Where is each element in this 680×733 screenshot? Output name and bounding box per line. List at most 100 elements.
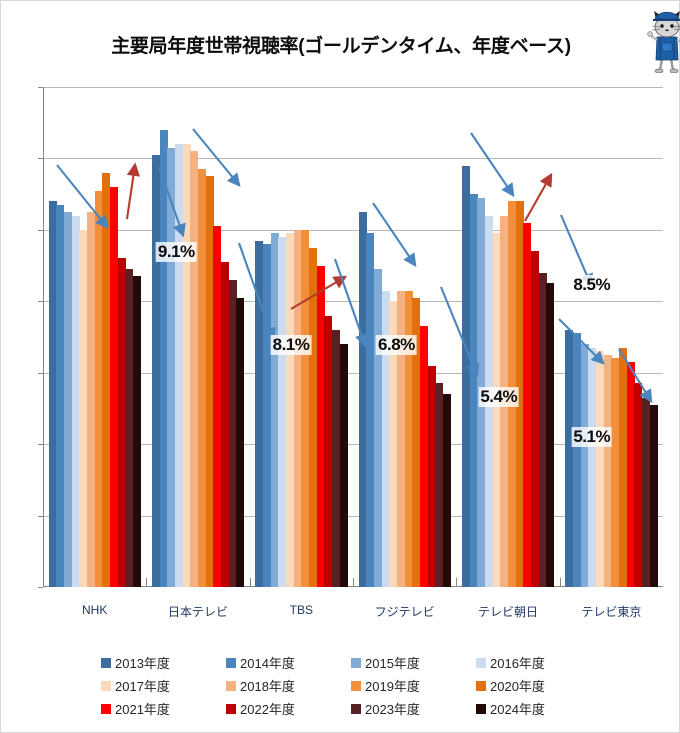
- bar[interactable]: [255, 240, 264, 587]
- bar[interactable]: [523, 222, 532, 587]
- bar[interactable]: [618, 347, 628, 587]
- annotation-value-label: 5.1%: [571, 427, 613, 447]
- gridline: [43, 372, 663, 374]
- bar[interactable]: [641, 397, 651, 587]
- legend-item[interactable]: 2020年度: [476, 676, 601, 695]
- bar[interactable]: [117, 258, 126, 587]
- bar[interactable]: [285, 233, 295, 587]
- bar[interactable]: [102, 172, 111, 587]
- annotation-value-label: 8.1%: [270, 334, 312, 355]
- bar[interactable]: [56, 204, 65, 587]
- bar[interactable]: [397, 290, 406, 587]
- bar[interactable]: [331, 329, 341, 587]
- bar[interactable]: [530, 251, 540, 587]
- legend-item[interactable]: 2023年度: [351, 699, 476, 718]
- bar[interactable]: [71, 215, 80, 587]
- bar-group: [43, 87, 146, 587]
- bar[interactable]: [293, 229, 302, 587]
- legend-item[interactable]: 2014年度: [226, 653, 351, 672]
- legend-item-label: 2024年度: [490, 702, 545, 717]
- x-axis-group-separator: [353, 578, 354, 587]
- bar[interactable]: [381, 290, 390, 587]
- bar[interactable]: [152, 154, 161, 587]
- bar[interactable]: [435, 383, 444, 587]
- bar[interactable]: [197, 169, 207, 587]
- bar[interactable]: [358, 212, 367, 587]
- bar[interactable]: [404, 290, 413, 587]
- bar[interactable]: [109, 187, 119, 587]
- bar[interactable]: [649, 404, 658, 587]
- legend: 2013年度 2014年度 2015年度 2016年度 2017年度 2018年度 2019…: [101, 651, 601, 721]
- page-title: 主要局年度世帯視聴率(ゴールデンタイム、年度ベース): [111, 35, 571, 57]
- bar[interactable]: [220, 262, 230, 587]
- legend-item[interactable]: 2018年度: [226, 676, 351, 695]
- bar[interactable]: [182, 144, 191, 587]
- legend-item[interactable]: 2021年度: [101, 699, 226, 718]
- y-axis-tick-mark: [38, 301, 43, 303]
- bar[interactable]: [626, 362, 635, 587]
- bar[interactable]: [159, 129, 168, 587]
- x-axis-category-label: テレビ東京: [581, 605, 642, 619]
- bar[interactable]: [565, 329, 574, 587]
- bar[interactable]: [301, 229, 310, 587]
- bar[interactable]: [48, 201, 57, 587]
- bar[interactable]: [366, 233, 375, 587]
- x-axis-group-separator: [249, 578, 251, 587]
- bar[interactable]: [205, 176, 214, 587]
- legend-item[interactable]: 2016年度: [476, 653, 601, 672]
- bar[interactable]: [175, 144, 184, 587]
- bar[interactable]: [412, 297, 421, 587]
- bar[interactable]: [228, 279, 237, 587]
- bar[interactable]: [278, 237, 287, 587]
- bar[interactable]: [94, 190, 103, 587]
- bar[interactable]: [64, 212, 73, 587]
- bar[interactable]: [263, 244, 272, 587]
- x-axis-category-label: フジテレビ: [374, 605, 435, 619]
- bar[interactable]: [538, 272, 547, 587]
- bar[interactable]: [634, 383, 643, 587]
- bar[interactable]: [546, 283, 555, 587]
- bar[interactable]: [427, 365, 436, 587]
- legend-item[interactable]: 2022年度: [226, 699, 351, 718]
- bar[interactable]: [87, 212, 96, 587]
- legend-item[interactable]: 2015年度: [351, 653, 476, 672]
- bar[interactable]: [316, 265, 325, 587]
- bar[interactable]: [580, 344, 589, 587]
- bar[interactable]: [125, 269, 134, 587]
- legend-item-label: 2018年度: [240, 679, 295, 694]
- bar[interactable]: [389, 301, 398, 587]
- gridline: [43, 158, 663, 160]
- bar[interactable]: [79, 229, 88, 587]
- bar[interactable]: [573, 333, 582, 587]
- legend-item[interactable]: 2024年度: [476, 699, 601, 718]
- bar[interactable]: [595, 351, 605, 587]
- legend-item-label: 2019年度: [365, 679, 420, 694]
- bar[interactable]: [462, 165, 471, 587]
- bar[interactable]: [469, 194, 478, 587]
- x-axis-group-separator: [146, 578, 148, 587]
- bar[interactable]: [603, 354, 612, 587]
- x-axis-group-separator: [456, 578, 458, 587]
- legend-item[interactable]: 2019年度: [351, 676, 476, 695]
- bar-group: [146, 87, 249, 587]
- bar[interactable]: [324, 315, 333, 587]
- bar[interactable]: [339, 344, 348, 587]
- bar[interactable]: [132, 276, 142, 587]
- bar[interactable]: [374, 269, 383, 587]
- bar[interactable]: [270, 233, 279, 587]
- bar[interactable]: [213, 226, 222, 587]
- bar[interactable]: [515, 201, 524, 587]
- bar[interactable]: [492, 233, 501, 587]
- bar[interactable]: [588, 347, 597, 587]
- y-axis-tick-mark: [38, 515, 43, 517]
- legend-item[interactable]: 2017年度: [101, 676, 226, 695]
- bar[interactable]: [190, 151, 199, 587]
- bar[interactable]: [442, 394, 452, 587]
- bar[interactable]: [308, 247, 318, 587]
- bar[interactable]: [611, 358, 620, 587]
- bar[interactable]: [236, 297, 245, 587]
- bar[interactable]: [419, 326, 429, 587]
- legend-item[interactable]: 2013年度: [101, 653, 226, 672]
- y-axis-tick-mark: [38, 87, 43, 88]
- bar[interactable]: [167, 147, 176, 587]
